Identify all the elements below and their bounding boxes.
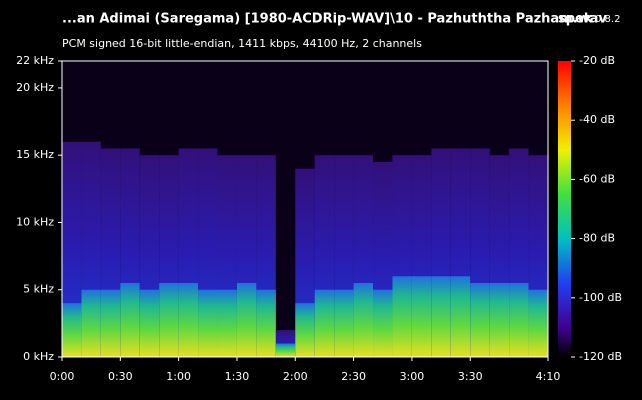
y-tick-label: 0 kHz xyxy=(23,350,54,363)
loud-band xyxy=(528,289,548,357)
colorbar-tick-label: -120 dB xyxy=(579,350,622,363)
file-title: ...an Adimai (Saregama) [1980-ACDRip-WAV… xyxy=(62,12,607,27)
loud-band xyxy=(62,303,82,357)
loud-band xyxy=(256,289,276,357)
x-tick-label: 0:30 xyxy=(108,370,133,383)
loud-band xyxy=(295,303,315,357)
loud-band xyxy=(334,289,354,357)
y-tick-label: 15 kHz xyxy=(16,148,54,161)
loud-band xyxy=(431,276,451,357)
y-tick-label: 20 kHz xyxy=(16,81,54,94)
loud-band xyxy=(198,289,218,357)
colorbar-tick-label: -20 dB xyxy=(579,54,615,67)
loud-band xyxy=(81,289,101,357)
app-version: 0.8.2 xyxy=(595,14,620,25)
loud-band xyxy=(275,343,296,357)
plot-frame xyxy=(61,60,549,358)
x-tick-label: 2:30 xyxy=(341,370,366,383)
colorbar-tick-label: -80 dB xyxy=(579,232,615,245)
x-tick-label: 1:30 xyxy=(225,370,250,383)
spectrogram xyxy=(62,141,548,357)
loud-band xyxy=(509,283,529,357)
y-tick-label: 22 kHz xyxy=(16,54,54,67)
loud-band xyxy=(217,289,237,357)
colorbar-tick-label: -100 dB xyxy=(579,291,622,304)
loud-band xyxy=(450,276,471,357)
loud-band xyxy=(489,283,510,357)
x-tick-label: 1:00 xyxy=(166,370,191,383)
loud-band xyxy=(470,283,490,357)
x-tick-label: 4:10 xyxy=(536,370,561,383)
loud-band xyxy=(411,276,432,357)
x-tick-label: 2:00 xyxy=(283,370,308,383)
loud-band xyxy=(100,289,121,357)
subtitle: PCM signed 16-bit little-endian, 1411 kb… xyxy=(62,37,422,50)
loud-band xyxy=(392,276,412,357)
x-tick-label: 3:00 xyxy=(400,370,425,383)
loud-band xyxy=(139,289,160,357)
loud-band xyxy=(353,283,374,357)
x-tick-label: 0:00 xyxy=(50,370,75,383)
loud-band xyxy=(178,283,199,357)
loud-band xyxy=(159,283,179,357)
x-tick-label: 3:30 xyxy=(458,370,483,383)
y-tick-label: 5 kHz xyxy=(23,283,54,296)
y-tick-label: 10 kHz xyxy=(16,215,54,228)
loud-band xyxy=(373,289,393,357)
loud-band xyxy=(314,289,335,357)
colorbar-tick-label: -60 dB xyxy=(579,172,615,185)
colorbar xyxy=(558,61,571,357)
loud-band xyxy=(236,283,257,357)
loud-band xyxy=(120,283,140,357)
app-name: spek xyxy=(558,12,593,27)
colorbar-tick-label: -40 dB xyxy=(579,113,615,126)
